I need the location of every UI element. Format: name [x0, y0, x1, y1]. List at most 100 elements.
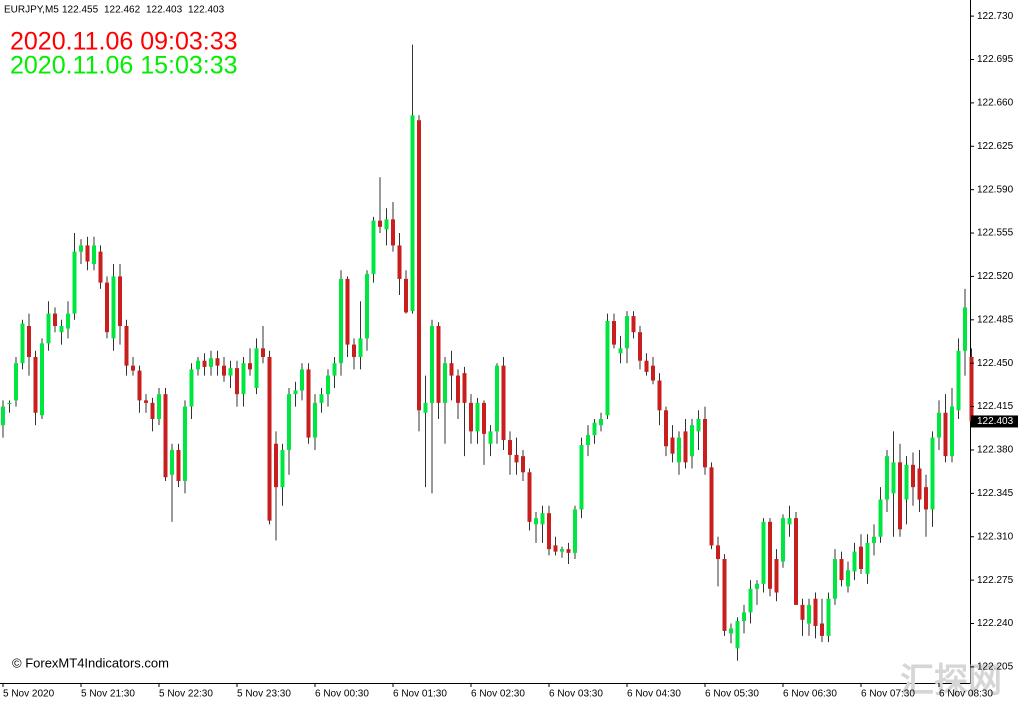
- y-tick-label: 122.205: [977, 662, 1014, 673]
- candle-body: [332, 363, 337, 376]
- candle-body: [209, 358, 213, 367]
- y-tick-label: 122.275: [977, 575, 1014, 586]
- candle-body: [46, 313, 51, 344]
- candle-body: [449, 363, 454, 376]
- candle-body: [124, 326, 129, 366]
- candle-body: [410, 115, 415, 312]
- candle-body: [781, 518, 785, 562]
- candle-body: [794, 518, 798, 605]
- candle-body: [696, 418, 701, 432]
- candle-body: [157, 394, 161, 419]
- candle-body: [137, 370, 142, 401]
- candle-body: [306, 369, 311, 438]
- candle-body: [729, 628, 733, 634]
- y-tick-label: 122.345: [977, 488, 1014, 499]
- x-tick-label: 6 Nov 08:30: [939, 689, 993, 700]
- candle-body: [254, 348, 259, 388]
- candle-body: [7, 402, 12, 405]
- candle-body: [378, 220, 382, 227]
- candle-body: [202, 360, 207, 367]
- candle-body: [917, 468, 922, 500]
- x-tick-label: 6 Nov 04:30: [627, 689, 681, 700]
- candle-body: [170, 449, 174, 475]
- candle-body: [573, 509, 577, 553]
- candle-body: [950, 406, 954, 457]
- candle-body: [27, 326, 31, 357]
- candle-body: [605, 321, 610, 416]
- candle-body: [79, 245, 83, 252]
- candles: [1, 44, 974, 661]
- candle-body: [703, 418, 707, 468]
- y-tick-label: 122.240: [977, 618, 1014, 629]
- candle-body: [813, 598, 818, 626]
- candle-body: [72, 251, 77, 314]
- candle-body: [423, 402, 428, 413]
- candle-body: [521, 456, 525, 473]
- candle-body: [742, 612, 746, 622]
- candle-body: [1, 406, 5, 426]
- candle-body: [189, 369, 194, 407]
- candle-body: [534, 518, 538, 525]
- candle-body: [885, 456, 889, 500]
- candle-body: [287, 394, 291, 450]
- candle-body: [865, 542, 870, 574]
- candle-body: [118, 276, 122, 327]
- candle-body: [878, 499, 883, 537]
- watermark: © ForexMT4Indicators.com: [12, 655, 169, 670]
- candle-body: [456, 375, 460, 403]
- candle-body: [495, 365, 499, 432]
- candle-body: [482, 402, 486, 434]
- candle-body: [553, 545, 558, 552]
- candle-body: [547, 513, 551, 550]
- candle-body: [911, 464, 915, 488]
- candle-body: [131, 365, 135, 371]
- y-tick-label: 122.555: [977, 228, 1014, 239]
- candle-body: [579, 445, 584, 510]
- candle-body: [839, 559, 844, 581]
- candle-body: [761, 521, 766, 584]
- x-tick-label: 6 Nov 05:30: [705, 689, 759, 700]
- candle-body: [651, 365, 655, 381]
- header-low: 122.403: [146, 5, 183, 16]
- candle-body: [92, 245, 96, 265]
- candle-body: [787, 518, 792, 525]
- y-tick-label: 122.310: [977, 531, 1014, 542]
- candle-body: [859, 546, 863, 569]
- candle-body: [326, 375, 330, 395]
- candle-body: [618, 348, 623, 354]
- candle-body: [339, 278, 343, 364]
- candle-body: [833, 559, 837, 599]
- x-tick-label: 6 Nov 01:30: [393, 689, 447, 700]
- candle-body: [365, 273, 369, 339]
- candle-body: [716, 545, 720, 560]
- candle-body: [40, 343, 44, 416]
- candle-body: [274, 443, 278, 488]
- y-tick-label: 122.380: [977, 445, 1014, 456]
- candle-body: [475, 402, 480, 432]
- candle-body: [644, 360, 649, 372]
- candle-body: [313, 402, 317, 438]
- x-tick-label: 5 Nov 2020: [3, 689, 55, 700]
- candle-body: [508, 440, 512, 455]
- candle-body: [586, 435, 590, 446]
- candle-body: [228, 368, 233, 376]
- candle-body: [417, 120, 421, 411]
- x-tick-label: 6 Nov 00:30: [315, 689, 369, 700]
- symbol: EURJPY,M5: [4, 5, 59, 16]
- candle-body: [898, 462, 902, 530]
- y-tick-label: 122.660: [977, 98, 1014, 109]
- candle-body: [196, 360, 200, 370]
- candle-body: [404, 278, 408, 313]
- x-tick-label: 5 Nov 23:30: [237, 689, 291, 700]
- candle-body: [943, 412, 948, 457]
- y-tick-label: 122.695: [977, 54, 1014, 65]
- candle-body: [397, 245, 402, 279]
- candle-body: [85, 245, 90, 262]
- candle-body: [924, 487, 928, 510]
- candle-body: [768, 521, 772, 589]
- candle-body: [98, 251, 103, 283]
- candle-body: [514, 454, 519, 463]
- candle-body: [963, 307, 967, 351]
- y-tick-label: 122.415: [977, 401, 1014, 412]
